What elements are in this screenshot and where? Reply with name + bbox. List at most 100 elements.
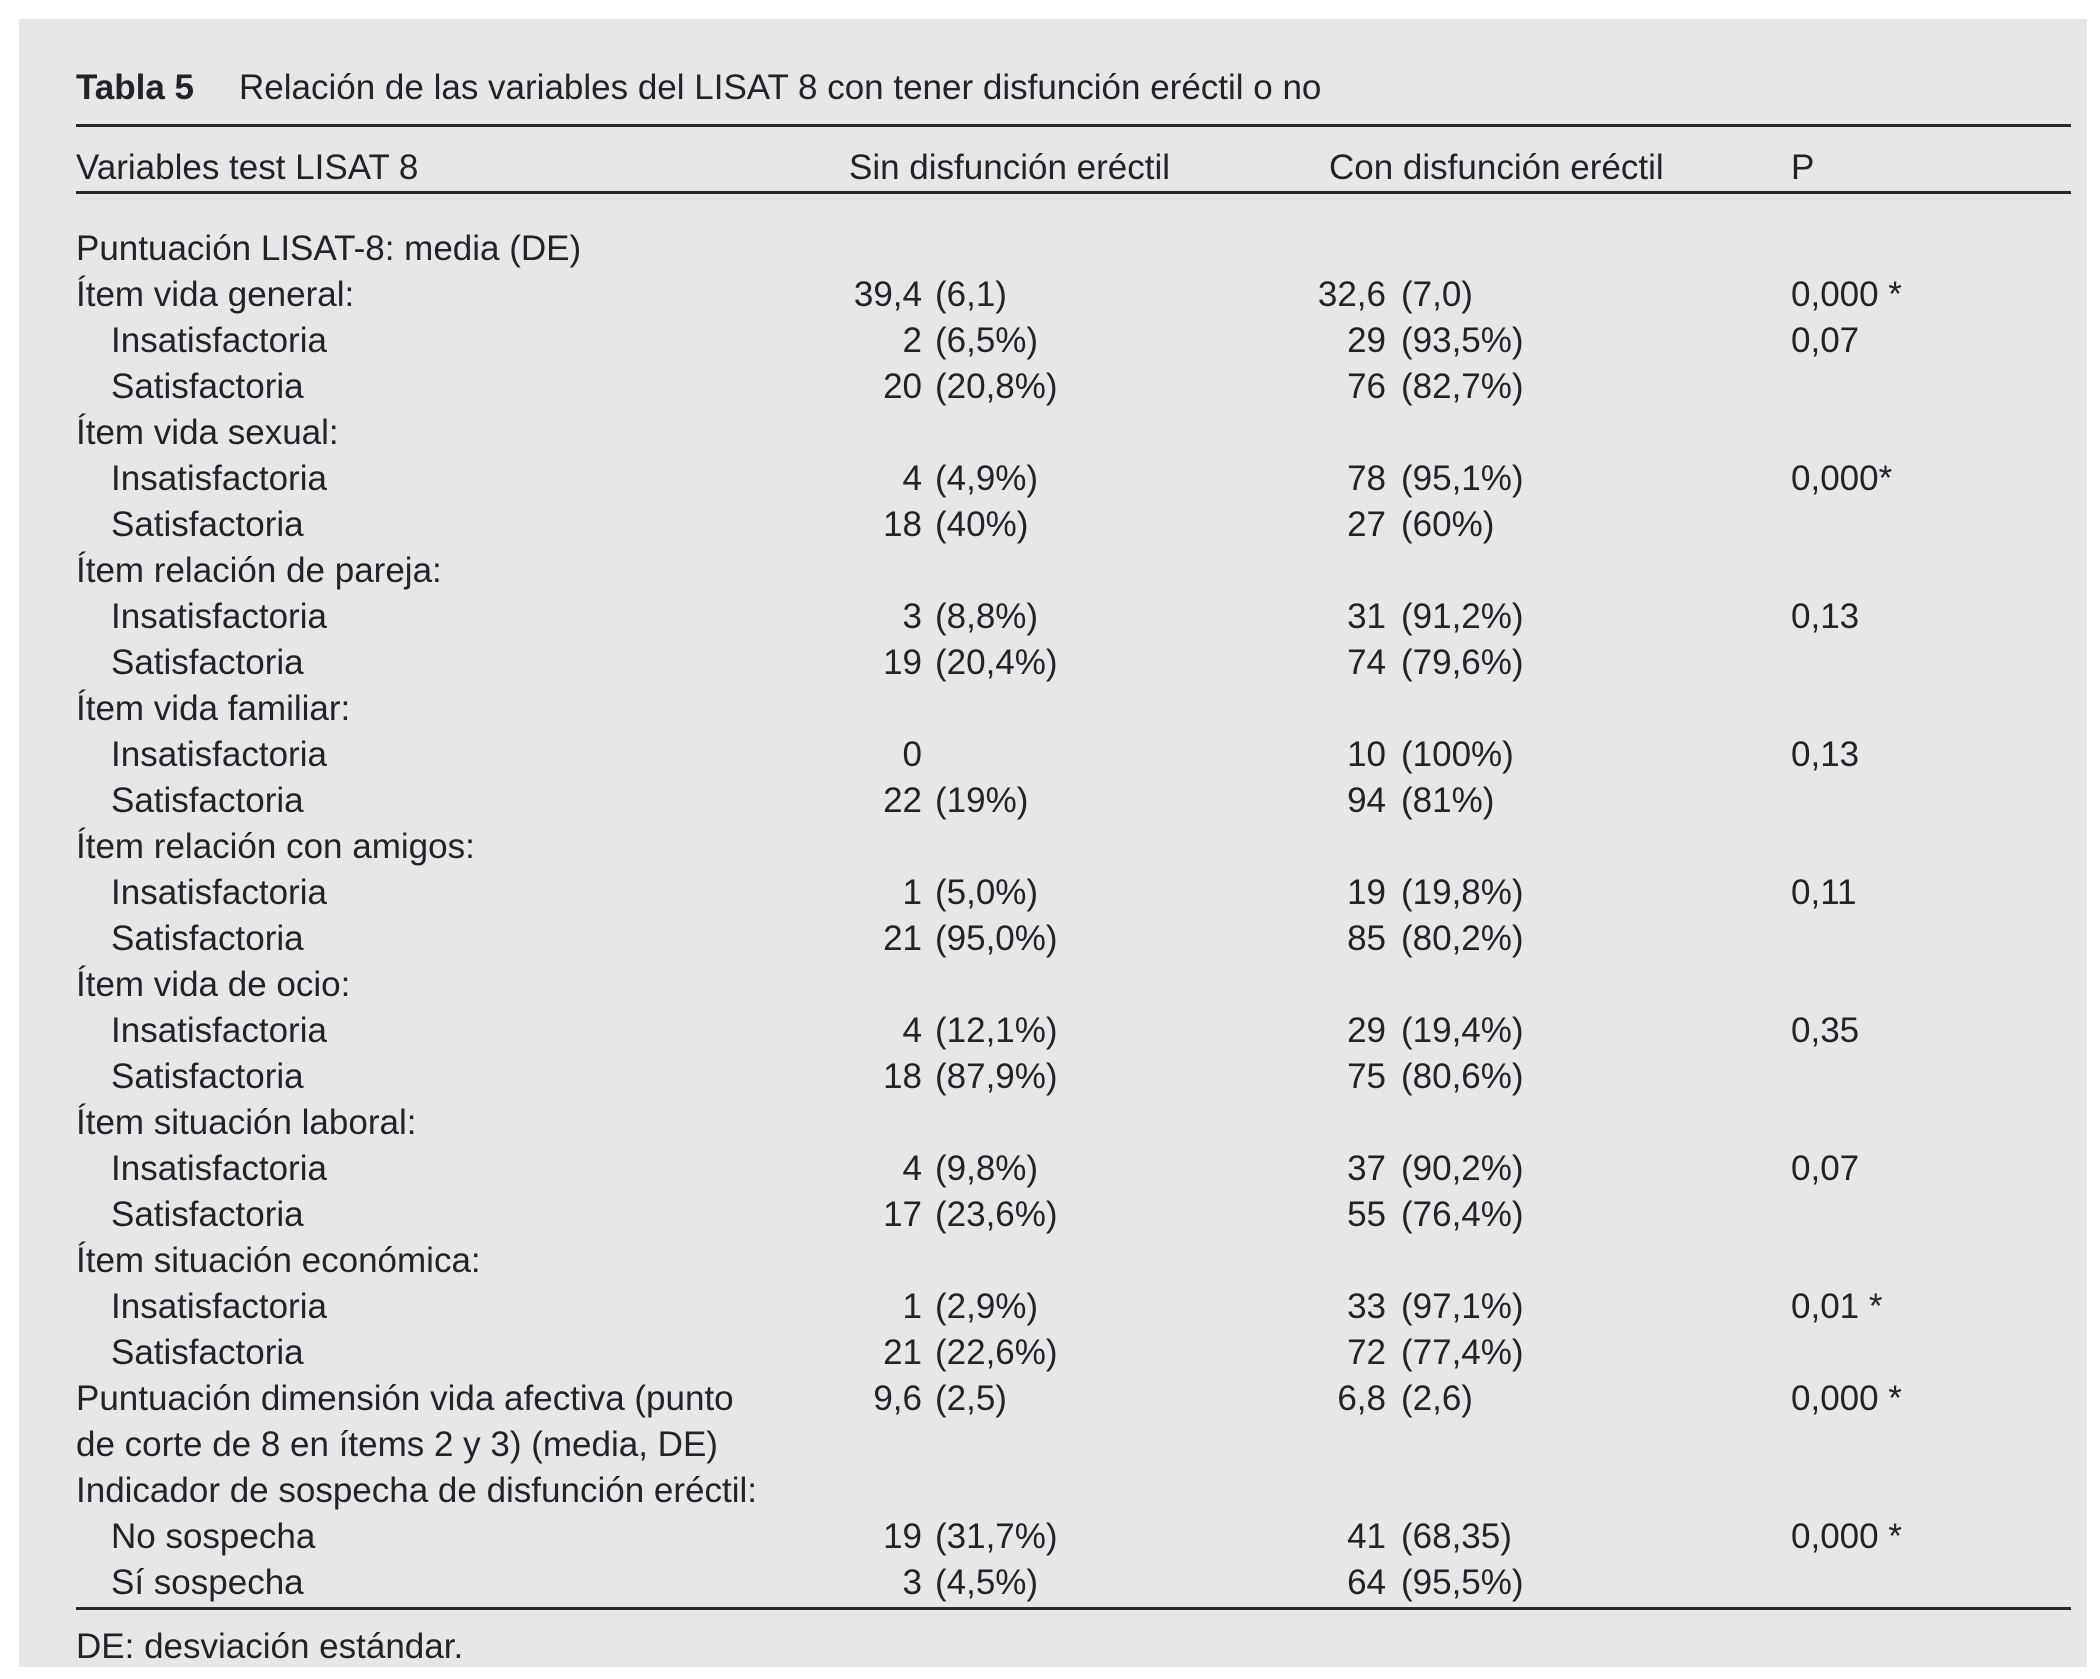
row-label: Insatisfactoria — [111, 1287, 327, 1326]
cell-sin-paren: (5,0%) — [935, 873, 1039, 912]
cell-sin-paren: (19%) — [935, 781, 1029, 820]
cell-sin-paren: (8,8%) — [935, 597, 1039, 636]
cell-sin-paren: (95,0%) — [935, 919, 1058, 958]
table-row: Satisfactoria 19 (20,4%) 74 (79,6%) — [76, 640, 2071, 686]
cell-sin-value: 20 — [883, 367, 922, 406]
cell-p-value: 0,13 — [1791, 597, 1860, 636]
cell-sin-value: 17 — [883, 1195, 922, 1234]
cell-con-value: 10 — [1347, 735, 1386, 774]
cell-sin-paren — [922, 226, 1167, 272]
cell-p-value: 0,07 — [1791, 321, 1860, 360]
cell-sin-value: 19 — [883, 1517, 922, 1556]
table-row: Indicador de sospecha de disfunción eréc… — [76, 1468, 2071, 1514]
table-row: Puntuación LISAT-8: media (DE) — [76, 226, 2071, 272]
cell-p-value — [1774, 1468, 2071, 1514]
cell-con-paren — [1386, 1422, 1774, 1468]
cell-sin-value — [839, 1238, 922, 1284]
cell-p-value: 0,35 — [1791, 1011, 1860, 1050]
cell-p-value — [1774, 916, 2071, 962]
cell-sin-paren: (87,9%) — [935, 1057, 1058, 1096]
cell-sin-paren — [922, 962, 1167, 1008]
cell-con-value: 33 — [1347, 1287, 1386, 1326]
cell-con-paren: (68,35) — [1401, 1517, 1512, 1556]
cell-p-value: 0,000 * — [1791, 275, 1902, 314]
cell-con-value — [1167, 1468, 1386, 1514]
cell-con-value: 72 — [1347, 1333, 1386, 1372]
table-row: Insatisfactoria 3 (8,8%) 31 (91,2%) 0,13 — [76, 594, 2071, 640]
cell-sin-value — [839, 1422, 922, 1468]
table-row: Insatisfactoria 2 (6,5%) 29 (93,5%) 0,07 — [76, 318, 2071, 364]
cell-sin-value: 18 — [883, 1057, 922, 1096]
table-row: Puntuación dimensión vida afectiva (punt… — [76, 1376, 2071, 1422]
row-label: Insatisfactoria — [111, 459, 327, 498]
cell-con-value — [1167, 686, 1386, 732]
cell-con-paren: (91,2%) — [1401, 597, 1524, 636]
cell-p-value — [1774, 1422, 2071, 1468]
table-row: Insatisfactoria 1 (5,0%) 19 (19,8%) 0,11 — [76, 870, 2071, 916]
cell-con-value: 31 — [1347, 597, 1386, 636]
cell-sin-value — [839, 1468, 922, 1514]
table-footnote: DE: desviación estándar. — [76, 1627, 464, 1666]
table-row: Insatisfactoria 0 10 (100%) 0,13 — [76, 732, 2071, 778]
cell-p-value — [1774, 410, 2071, 456]
cell-con-paren — [1386, 1100, 1774, 1146]
cell-sin-paren: (12,1%) — [935, 1011, 1058, 1050]
cell-con-paren: (19,8%) — [1401, 873, 1524, 912]
cell-con-value — [1167, 226, 1386, 272]
cell-con-value: 55 — [1347, 1195, 1386, 1234]
cell-sin-paren: (9,8%) — [935, 1149, 1039, 1188]
cell-con-value: 29 — [1347, 1011, 1386, 1050]
table-body: Puntuación LISAT-8: media (DE) Ítem vida… — [76, 226, 2071, 1606]
cell-sin-paren — [922, 732, 1167, 778]
table-row: Ítem relación de pareja: — [76, 548, 2071, 594]
cell-con-paren: (95,1%) — [1401, 459, 1524, 498]
row-label: Satisfactoria — [111, 1057, 304, 1096]
cell-sin-paren — [922, 1238, 1167, 1284]
table-row: Ítem vida sexual: — [76, 410, 2071, 456]
cell-con-paren: (80,6%) — [1401, 1057, 1524, 1096]
cell-con-value — [1167, 824, 1386, 870]
cell-p-value — [1774, 686, 2071, 732]
cell-con-paren: (19,4%) — [1401, 1011, 1524, 1050]
cell-sin-value — [839, 548, 922, 594]
table-title: Tabla 5 Relación de las variables del LIS… — [76, 65, 1321, 111]
cell-sin-value — [839, 962, 922, 1008]
cell-sin-paren: (4,9%) — [935, 459, 1039, 498]
cell-p-value: 0,000 * — [1791, 1379, 1902, 1418]
row-label: No sospecha — [111, 1517, 316, 1556]
cell-con-value — [1167, 962, 1386, 1008]
cell-con-paren: (90,2%) — [1401, 1149, 1524, 1188]
row-label: Insatisfactoria — [111, 735, 327, 774]
row-label: Ítem vida sexual: — [76, 413, 339, 452]
row-label: Puntuación dimensión vida afectiva (punt… — [76, 1379, 734, 1418]
cell-con-paren: (77,4%) — [1401, 1333, 1524, 1372]
cell-sin-value: 19 — [883, 643, 922, 682]
cell-sin-paren: (4,5%) — [935, 1563, 1039, 1602]
row-label: Insatisfactoria — [111, 597, 327, 636]
cell-con-value: 74 — [1347, 643, 1386, 682]
table-row: Satisfactoria 18 (40%) 27 (60%) — [76, 502, 2071, 548]
table-row: Sí sospecha 3 (4,5%) 64 (95,5%) — [76, 1560, 2071, 1606]
cell-p-value: 0,000 * — [1791, 1517, 1902, 1556]
cell-p-value — [1774, 1560, 2071, 1606]
cell-p-value — [1774, 1054, 2071, 1100]
column-header-p: P — [1791, 148, 1815, 187]
row-label: Ítem vida general: — [76, 275, 355, 314]
cell-sin-value: 4 — [902, 1011, 922, 1050]
table-panel: Tabla 5 Relación de las variables del LIS… — [19, 19, 2087, 1667]
cell-sin-paren — [922, 686, 1167, 732]
cell-sin-value: 21 — [883, 919, 922, 958]
cell-sin-paren — [922, 1422, 1167, 1468]
row-label: Insatisfactoria — [111, 1011, 327, 1050]
table-row: Satisfactoria 17 (23,6%) 55 (76,4%) — [76, 1192, 2071, 1238]
cell-con-value: 75 — [1347, 1057, 1386, 1096]
table-row: Satisfactoria 21 (95,0%) 85 (80,2%) — [76, 916, 2071, 962]
cell-con-paren — [1386, 686, 1774, 732]
cell-con-value: 32,6 — [1317, 275, 1386, 314]
cell-p-value — [1774, 548, 2071, 594]
cell-con-paren — [1386, 1468, 1774, 1514]
table-row: Satisfactoria 20 (20,8%) 76 (82,7%) — [76, 364, 2071, 410]
cell-con-paren: (79,6%) — [1401, 643, 1524, 682]
cell-sin-value — [839, 410, 922, 456]
